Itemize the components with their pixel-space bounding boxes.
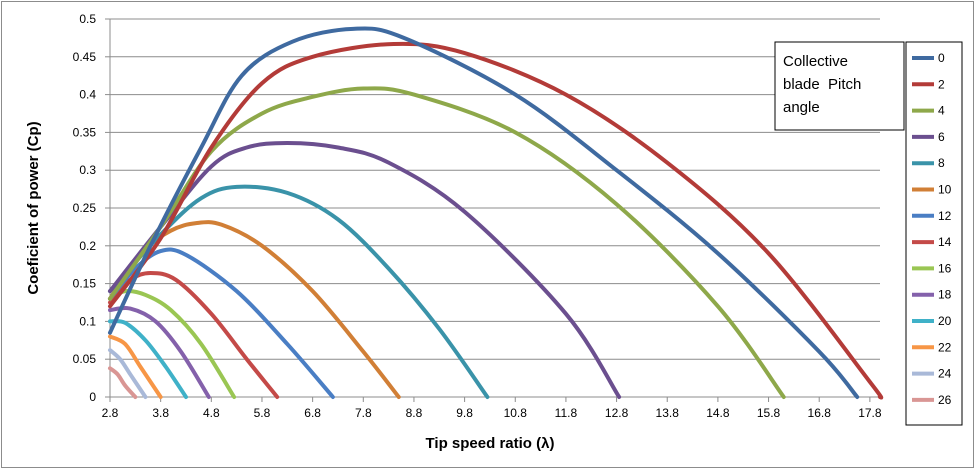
series-line-12 <box>108 247 335 399</box>
y-tick-label: 0.2 <box>79 239 96 253</box>
y-tick-label: 0 <box>89 390 96 404</box>
series-line-2 <box>108 41 884 400</box>
y-tick-label: 0.5 <box>79 12 96 26</box>
series-line-24 <box>108 348 148 399</box>
legend-label-4: 4 <box>938 104 945 118</box>
legend-label-24: 24 <box>938 367 952 381</box>
legend-label-10: 10 <box>938 183 952 197</box>
y-tick-label: 0.05 <box>73 352 97 366</box>
x-tick-label: 3.8 <box>152 406 169 420</box>
y-tick-label: 0.4 <box>79 88 96 102</box>
x-tick-label: 2.8 <box>102 406 119 420</box>
x-tick-label: 17.8 <box>858 406 882 420</box>
x-tick-label: 5.8 <box>254 406 271 420</box>
x-tick-label: 9.8 <box>456 406 473 420</box>
series-line-0 <box>108 26 860 399</box>
annotation-line-3: angle <box>783 99 820 116</box>
y-tick-label: 0.3 <box>79 163 96 177</box>
series-line-4 <box>108 86 786 399</box>
series-line-8 <box>108 184 490 399</box>
x-tick-label: 16.8 <box>808 406 832 420</box>
y-tick-label: 0.35 <box>73 125 97 139</box>
y-tick-label: 0.1 <box>79 314 96 328</box>
legend-label-12: 12 <box>938 209 952 223</box>
x-tick-label: 15.8 <box>757 406 781 420</box>
series-line-22 <box>108 334 163 399</box>
legend-label-20: 20 <box>938 314 952 328</box>
legend-label-0: 0 <box>938 51 945 65</box>
legend-label-14: 14 <box>938 235 952 249</box>
annotation-line-1: Collective <box>783 53 848 70</box>
y-tick-label: 0.25 <box>73 201 97 215</box>
pitch-angle-annotation: Collective blade Pitch angle <box>774 41 905 131</box>
x-tick-label: 12.8 <box>605 406 629 420</box>
y-axis-title: Coeficient of power (Cp) <box>25 121 42 294</box>
x-axis-title: Tip speed ratio (λ) <box>426 435 555 452</box>
legend-label-6: 6 <box>938 130 945 144</box>
x-tick-label: 7.8 <box>355 406 372 420</box>
x-tick-label: 6.8 <box>304 406 321 420</box>
series-line-20 <box>108 319 188 399</box>
legend-label-16: 16 <box>938 261 952 275</box>
legend-label-26: 26 <box>938 393 952 407</box>
y-tick-label: 0.45 <box>73 50 97 64</box>
x-tick-label: 11.8 <box>555 406 578 420</box>
legend-label-8: 8 <box>938 156 945 170</box>
legend-label-18: 18 <box>938 288 952 302</box>
series-line-26 <box>108 366 138 399</box>
annotation-line-2: blade Pitch <box>783 76 861 93</box>
x-tick-label: 10.8 <box>504 406 528 420</box>
x-tick-label: 8.8 <box>406 406 423 420</box>
x-tick-label: 14.8 <box>706 406 730 420</box>
legend-label-22: 22 <box>938 340 952 354</box>
x-tick-label: 13.8 <box>656 406 680 420</box>
legend-label-2: 2 <box>938 77 945 91</box>
y-tick-label: 0.15 <box>73 277 97 291</box>
x-tick-label: 4.8 <box>203 406 220 420</box>
